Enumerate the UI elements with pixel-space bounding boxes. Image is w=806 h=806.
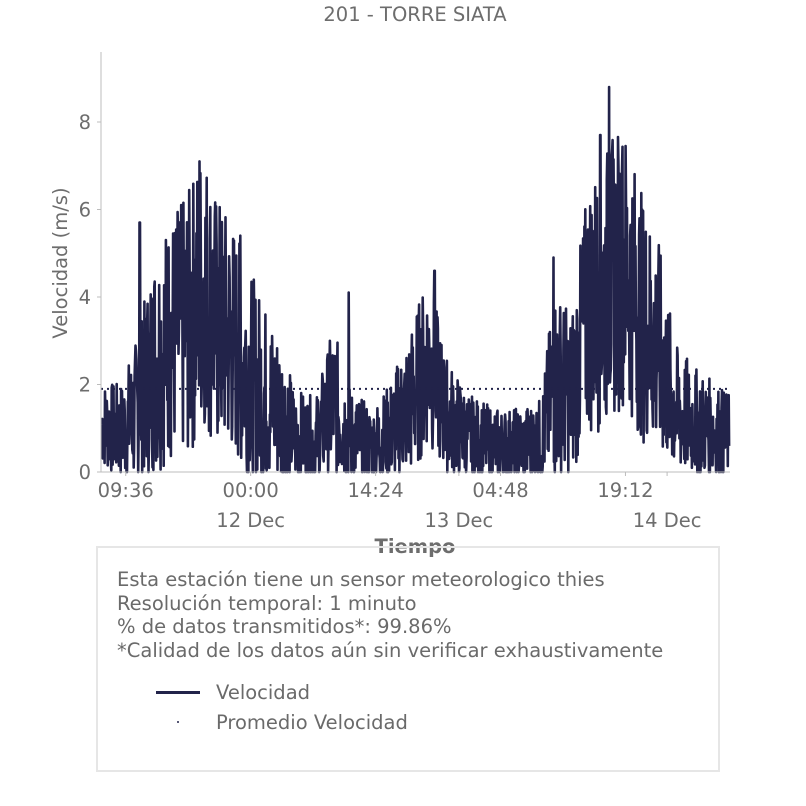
x-tick-date-label: 13 Dec — [425, 509, 494, 532]
x-tick-label: 14:24 — [347, 479, 403, 502]
info-line-resolution: Resolución temporal: 1 minuto — [117, 591, 417, 615]
info-line-quality: *Calidad de los datos aún sin verificar … — [117, 638, 664, 662]
x-axis: 09:36 00:00 12 Dec 14:24 13 Dec 04:48 19:12 14 … — [98, 471, 730, 532]
info-line-transmitted: % de datos transmitidos*: 99.86% — [117, 615, 452, 638]
x-tick-label: 19:12 — [597, 479, 653, 502]
y-axis-label: Velocidad (m/s) — [49, 187, 72, 338]
y-tick-label: 4 — [79, 286, 91, 309]
y-tick-label: 8 — [79, 111, 91, 134]
x-tick-date-label: 12 Dec — [216, 509, 285, 532]
legend-dot-swatch — [156, 710, 200, 734]
y-axis: 0 2 4 6 8 — [79, 52, 102, 484]
legend-item-promedio: Promedio Velocidad — [156, 710, 408, 734]
y-tick-label: 0 — [79, 461, 91, 484]
info-text: Esta estación tiene un sensor meteorolog… — [117, 568, 663, 662]
x-tick-label: 04:48 — [472, 479, 528, 502]
x-tick-label: 09:36 — [98, 479, 154, 502]
series-velocidad — [100, 85, 731, 474]
chart-title: 201 - TORRE SIATA — [323, 3, 507, 26]
x-tick-label: 00:00 — [223, 479, 279, 502]
info-line-sensor: Esta estación tiene un sensor meteorolog… — [117, 568, 605, 591]
info-box: Esta estación tiene un sensor meteorolog… — [96, 546, 720, 772]
legend-item-velocidad: Velocidad — [156, 680, 310, 704]
legend-label-promedio: Promedio Velocidad — [216, 710, 408, 734]
x-tick-date-label: 14 Dec — [633, 509, 702, 532]
y-tick-label: 6 — [79, 199, 91, 222]
legend-label-velocidad: Velocidad — [216, 680, 311, 704]
plot-area — [100, 85, 731, 474]
legend-line-swatch — [156, 680, 200, 704]
y-tick-label: 2 — [79, 374, 91, 397]
